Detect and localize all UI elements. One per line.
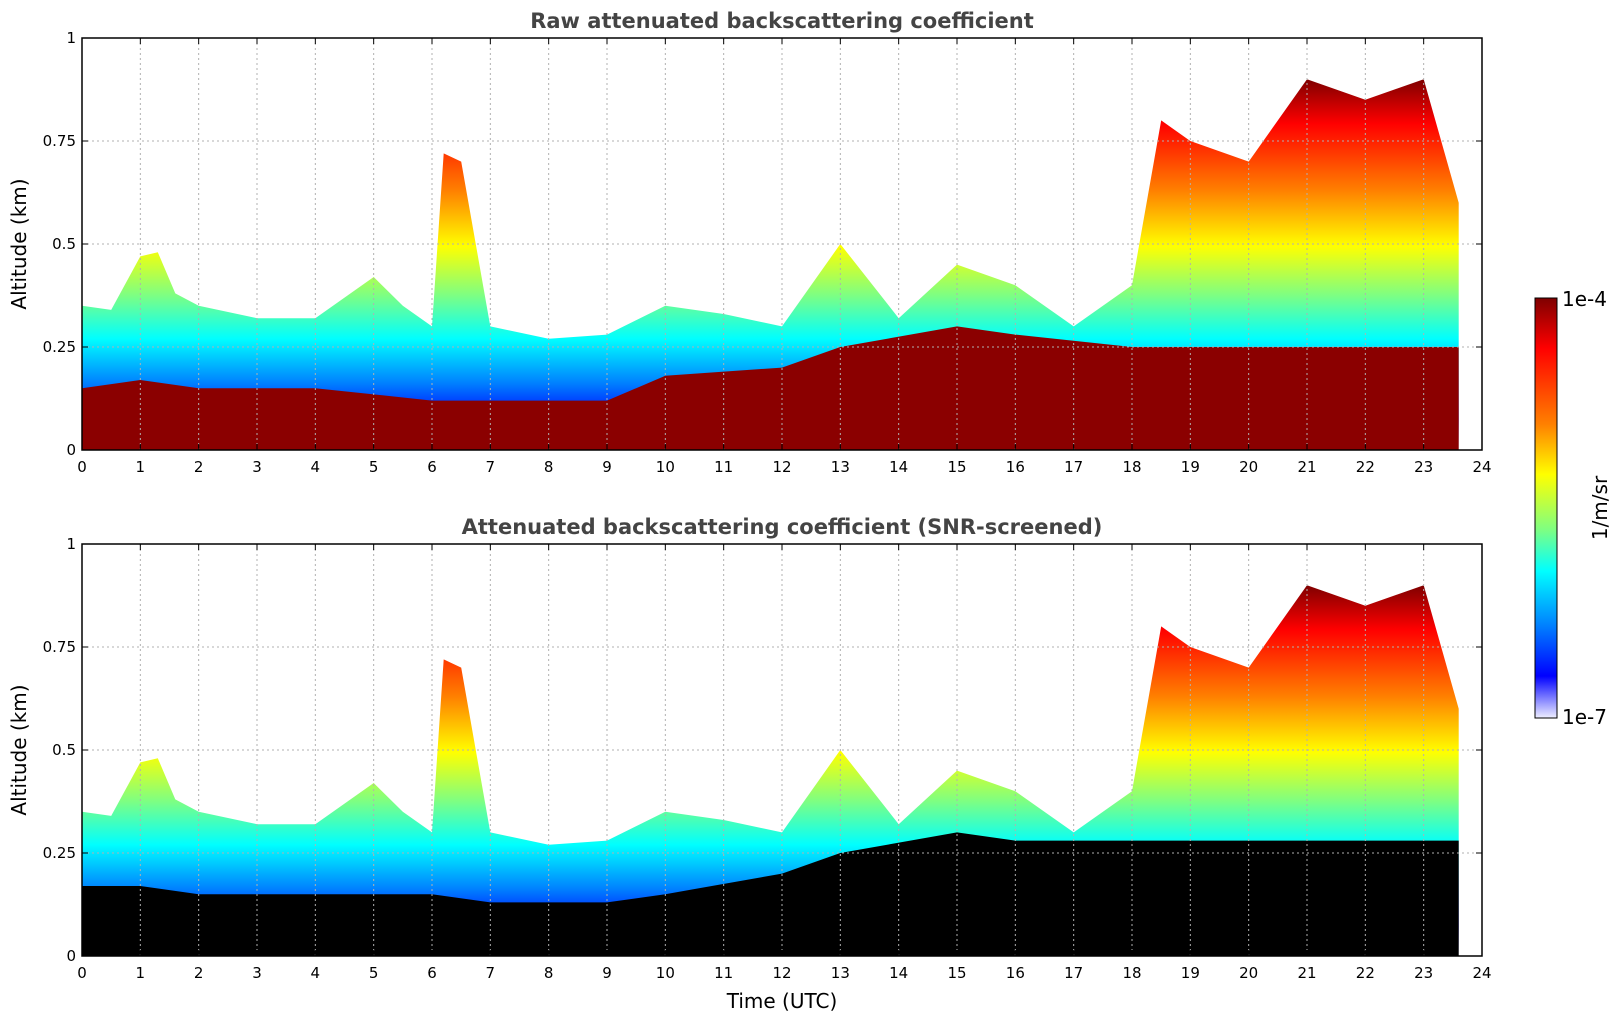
y-tick-label: 0.5 (52, 235, 76, 253)
x-tick-label: 17 (1064, 458, 1083, 476)
colorbar-min-label: 1e-7 (1562, 705, 1607, 729)
x-tick-label: 18 (1122, 458, 1141, 476)
y-tick-label: 1 (66, 535, 76, 553)
colorbar-gradient (1534, 297, 1558, 719)
x-tick-label: 23 (1414, 964, 1433, 982)
colorbar-max-label: 1e-4 (1562, 287, 1607, 311)
y-axis-label: Altitude (km) (7, 178, 31, 309)
x-tick-label: 7 (486, 964, 496, 982)
x-tick-label: 24 (1472, 458, 1491, 476)
x-tick-label: 16 (1006, 964, 1025, 982)
x-tick-label: 14 (889, 964, 908, 982)
x-tick-label: 22 (1356, 964, 1375, 982)
x-tick-label: 19 (1181, 964, 1200, 982)
colorbar-title: 1/m/sr (1588, 475, 1612, 540)
x-tick-label: 3 (252, 458, 262, 476)
y-axis-label: Altitude (km) (7, 684, 31, 815)
y-tick-label: 0.25 (43, 338, 76, 356)
y-tick-label: 0.5 (52, 741, 76, 759)
x-tick-label: 0 (77, 458, 87, 476)
x-tick-label: 9 (602, 964, 612, 982)
y-tick-label: 1 (66, 29, 76, 47)
y-tick-label: 0.75 (43, 638, 76, 656)
x-tick-label: 8 (544, 458, 554, 476)
y-tick-label: 0 (66, 441, 76, 459)
colorbar: 1e-4 1e-7 1/m/sr (1534, 287, 1612, 729)
x-tick-label: 13 (831, 458, 850, 476)
grid (82, 544, 1482, 956)
y-axis-ticks: 0 0.25 0.5 0.75 1 (43, 29, 1482, 459)
x-tick-label: 6 (427, 964, 437, 982)
x-tick-label: 0 (77, 964, 87, 982)
x-tick-label: 14 (889, 458, 908, 476)
x-tick-label: 24 (1472, 964, 1491, 982)
x-tick-label: 6 (427, 458, 437, 476)
x-tick-label: 8 (544, 964, 554, 982)
x-tick-label: 17 (1064, 964, 1083, 982)
x-tick-label: 7 (486, 458, 496, 476)
x-tick-label: 15 (947, 458, 966, 476)
x-tick-label: 5 (369, 964, 379, 982)
panel-title: Raw attenuated backscattering coefficien… (530, 9, 1034, 33)
x-axis-ticks: 0 1 2 3 4 5 6 7 8 9 10 11 12 13 14 15 16 17 18 19 20 21 22 23 24 (77, 38, 1492, 476)
x-tick-label: 5 (369, 458, 379, 476)
y-tick-label: 0.75 (43, 132, 76, 150)
x-tick-label: 11 (714, 964, 733, 982)
panel-title: Attenuated backscattering coefficient (S… (462, 515, 1103, 539)
x-tick-label: 15 (947, 964, 966, 982)
x-axis-ticks: 0 1 2 3 4 5 6 7 8 9 10 11 12 13 14 15 16 17 18 19 20 21 22 23 24 (77, 544, 1492, 982)
x-tick-label: 22 (1356, 458, 1375, 476)
x-tick-label: 1 (136, 964, 146, 982)
x-tick-label: 10 (656, 458, 675, 476)
x-tick-label: 2 (194, 458, 204, 476)
x-tick-label: 4 (311, 458, 321, 476)
y-tick-label: 0 (66, 947, 76, 965)
x-tick-label: 23 (1414, 458, 1433, 476)
x-tick-label: 21 (1297, 458, 1316, 476)
x-tick-label: 12 (772, 458, 791, 476)
grid (82, 38, 1482, 450)
x-tick-label: 2 (194, 964, 204, 982)
x-tick-label: 9 (602, 458, 612, 476)
x-tick-label: 11 (714, 458, 733, 476)
panel-snr-screened: Attenuated backscattering coefficient (S… (7, 515, 1492, 1013)
x-tick-label: 16 (1006, 458, 1025, 476)
x-tick-label: 12 (772, 964, 791, 982)
x-tick-label: 4 (311, 964, 321, 982)
x-tick-label: 20 (1239, 964, 1258, 982)
x-axis-label: Time (UTC) (726, 989, 838, 1013)
y-axis-ticks: 0 0.25 0.5 0.75 1 (43, 535, 1482, 965)
x-tick-label: 19 (1181, 458, 1200, 476)
x-tick-label: 21 (1297, 964, 1316, 982)
x-tick-label: 1 (136, 458, 146, 476)
screened-layer (82, 832, 1459, 956)
x-tick-label: 20 (1239, 458, 1258, 476)
y-tick-label: 0.25 (43, 844, 76, 862)
panel-raw-backscatter: Raw attenuated backscattering coefficien… (7, 9, 1492, 476)
x-tick-label: 18 (1122, 964, 1141, 982)
x-tick-label: 13 (831, 964, 850, 982)
saturated-layer (82, 326, 1459, 450)
x-tick-label: 10 (656, 964, 675, 982)
x-tick-label: 3 (252, 964, 262, 982)
